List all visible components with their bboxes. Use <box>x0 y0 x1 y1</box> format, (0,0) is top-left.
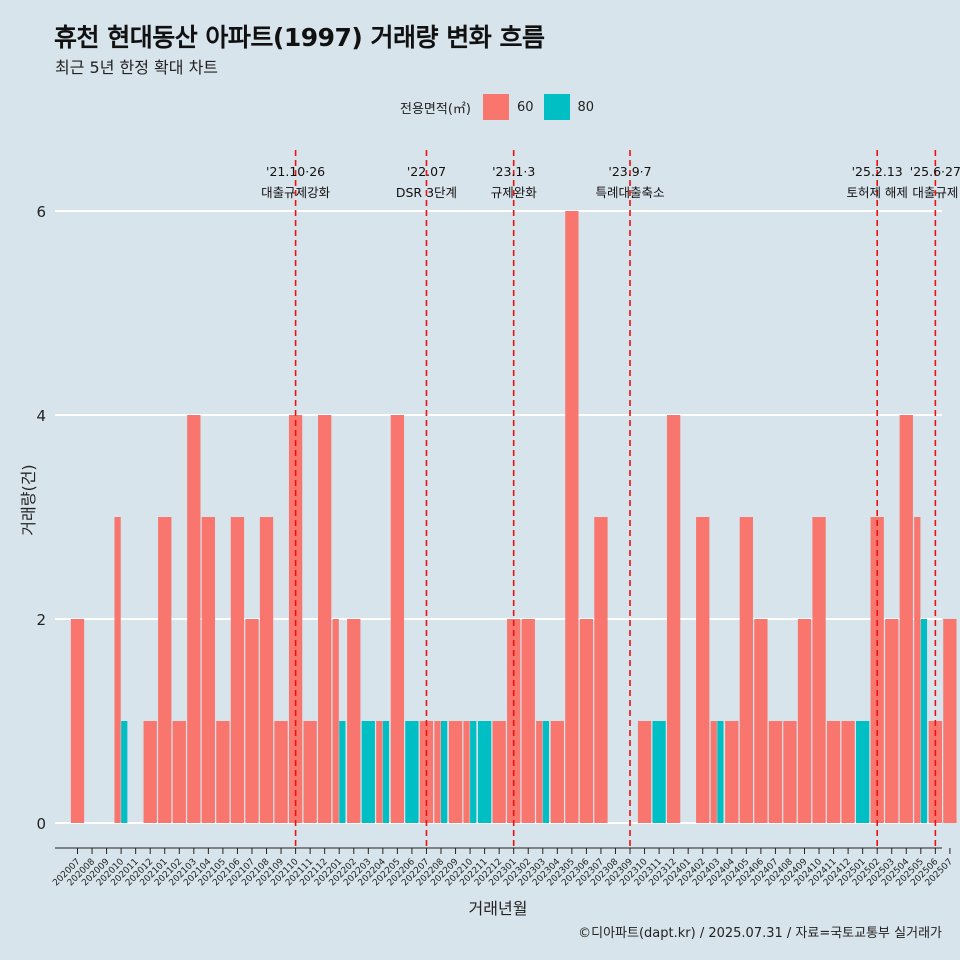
bar-80 <box>405 721 419 823</box>
event-desc-label: 대출규제 <box>912 185 958 200</box>
bar-60 <box>841 721 855 823</box>
y-tick-label: 2 <box>36 611 46 629</box>
bar-80 <box>477 721 492 823</box>
y-tick-label: 6 <box>36 203 46 221</box>
event-date-label: '25.6·27 <box>910 164 960 179</box>
y-axis-title: 거래량(건) <box>19 464 38 535</box>
bar-80 <box>339 721 346 823</box>
bar-60 <box>390 415 405 823</box>
legend-label-80: 80 <box>577 99 595 115</box>
y-tick-label: 0 <box>36 815 46 833</box>
chart-subtitle: 최근 5년 한정 확대 차트 <box>55 58 219 77</box>
bar-60 <box>230 517 245 823</box>
bar-60 <box>725 721 739 823</box>
bar-60 <box>158 517 172 823</box>
bar-60 <box>550 721 564 823</box>
bar-60 <box>143 721 157 823</box>
event-desc-label: 토허제 해제 <box>846 185 907 200</box>
event-date-label: '23.9·7 <box>608 164 651 179</box>
legend-swatch-60 <box>482 94 509 120</box>
bar-60 <box>594 517 608 823</box>
bar-60 <box>376 721 383 823</box>
bar-60 <box>114 517 121 823</box>
event-desc-label: 규제완화 <box>491 185 538 200</box>
chart-title: 휴천 현대동산 아파트(1997) 거래량 변화 흐름 <box>54 23 545 52</box>
bar-60 <box>899 415 913 823</box>
bar-60 <box>259 517 274 823</box>
bar-60 <box>783 721 797 823</box>
bar-60 <box>536 721 543 823</box>
event-desc-label: 대출규제강화 <box>261 185 331 200</box>
bar-60 <box>201 517 216 823</box>
event-date-label: '25.2.13 <box>852 164 903 179</box>
bar-80 <box>542 721 550 823</box>
bar-60 <box>216 721 230 823</box>
bar-60 <box>332 619 339 823</box>
bar-60 <box>768 721 783 823</box>
bar-60 <box>637 721 652 823</box>
bar-80 <box>920 619 928 823</box>
bar-60 <box>70 619 85 823</box>
legend-swatch-80 <box>543 94 570 120</box>
bar-80 <box>361 721 375 823</box>
bar-60 <box>943 619 957 823</box>
bar-60 <box>274 721 288 823</box>
bar-60 <box>565 211 579 823</box>
bar-60 <box>448 721 463 823</box>
bar-60 <box>579 619 594 823</box>
bar-60 <box>463 721 470 823</box>
event-date-label: '22.07 <box>407 164 446 179</box>
event-desc-label: 특례대출축소 <box>596 185 665 200</box>
bar-60 <box>826 721 841 823</box>
bar-60 <box>434 721 441 823</box>
bar-60 <box>666 415 681 823</box>
bar-60 <box>812 517 826 823</box>
bar-60 <box>492 721 506 823</box>
y-tick-label: 4 <box>36 407 46 425</box>
bar-60 <box>885 619 899 823</box>
bar-60 <box>318 415 332 823</box>
bar-60 <box>521 619 535 823</box>
bar-80 <box>652 721 666 823</box>
bar-60 <box>696 517 710 823</box>
event-desc-label: DSR 3단계 <box>396 185 457 200</box>
bar-80 <box>441 721 448 823</box>
legend-title: 전용면적(㎡) <box>400 101 471 117</box>
legend: 전용면적(㎡) 60 80 <box>400 94 594 120</box>
bar-60 <box>172 721 186 823</box>
bar-80 <box>856 721 870 823</box>
bar-80 <box>470 721 477 823</box>
bar-60 <box>914 517 921 823</box>
event-date-label: '21.10·26 <box>266 164 325 179</box>
bar-60 <box>187 415 201 823</box>
bar-80 <box>717 721 724 823</box>
bar-60 <box>303 721 317 823</box>
event-date-label: '23.1·3 <box>492 164 535 179</box>
bar-80 <box>121 721 128 823</box>
legend-label-60: 60 <box>516 99 534 115</box>
bar-60 <box>797 619 812 823</box>
x-axis-title: 거래년월 <box>469 899 528 918</box>
bar-80 <box>382 721 390 823</box>
bar-60 <box>739 517 753 823</box>
bar-60 <box>245 619 259 823</box>
bar-60 <box>347 619 361 823</box>
bar-60 <box>288 415 303 823</box>
source-caption: ©디아파트(dapt.kr) / 2025.07.31 / 자료=국토교통부 실… <box>578 926 942 941</box>
bar-60 <box>710 721 717 823</box>
bar-60 <box>754 619 768 823</box>
